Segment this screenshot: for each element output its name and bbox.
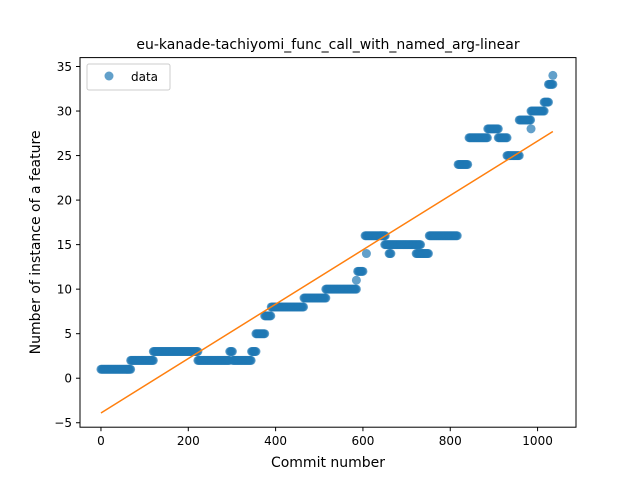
data-point [358, 266, 368, 276]
x-tick-label: 0 [97, 434, 105, 448]
data-point [423, 249, 433, 259]
data-point [126, 364, 136, 374]
y-axis-title: Number of instance of a feature [28, 130, 44, 354]
x-tick-label: 400 [264, 434, 287, 448]
data-point [299, 302, 309, 312]
data-point [548, 79, 558, 89]
data-point [246, 355, 256, 365]
x-tick-label: 1000 [522, 434, 553, 448]
data-point [251, 347, 261, 356]
data-point [148, 355, 158, 365]
data-point [321, 293, 331, 303]
data-point [351, 275, 361, 285]
data-point [539, 106, 549, 116]
chart-title: eu-kanade-tachiyomi_func_call_with_named… [136, 37, 519, 53]
data-point [266, 311, 276, 321]
data-point [386, 249, 396, 259]
y-tick-label: 5 [64, 327, 72, 341]
x-tick-label: 200 [177, 434, 200, 448]
data-point [416, 240, 426, 250]
data-point [526, 124, 536, 134]
x-axis-title: Commit number [271, 455, 385, 471]
data-point [351, 284, 361, 294]
y-tick-label: 25 [57, 149, 72, 163]
data-point [361, 249, 371, 259]
fit-line [100, 130, 554, 414]
y-tick-label: 0 [64, 372, 72, 386]
data-point [548, 70, 558, 80]
fit-series [100, 130, 554, 414]
plot-frame [79, 57, 577, 428]
y-tick-label: −5 [54, 416, 72, 430]
data-point [502, 133, 512, 143]
x-tick-label: 800 [439, 434, 462, 448]
data-point [260, 329, 270, 339]
legend-box [86, 63, 171, 91]
legend: data [86, 63, 171, 91]
y-tick-label: 15 [57, 238, 72, 252]
data-point [227, 347, 237, 356]
axes-group: 0 200 400 600 800 1000 −5 0 5 10 15 20 25 30 35 [54, 60, 553, 448]
y-tick-label: 35 [57, 60, 72, 74]
legend-label-data: data [131, 70, 158, 84]
data-point [482, 133, 492, 143]
data-series [96, 70, 558, 374]
legend-marker-data [104, 71, 114, 81]
x-tick-label: 600 [351, 434, 374, 448]
data-point [543, 97, 553, 107]
data-point [493, 124, 503, 134]
data-point [452, 231, 462, 241]
y-tick-label: 10 [57, 283, 72, 297]
y-tick-label: 30 [57, 105, 72, 119]
y-tick-label: 20 [57, 194, 72, 208]
data-point [526, 115, 536, 125]
data-point [463, 159, 473, 169]
